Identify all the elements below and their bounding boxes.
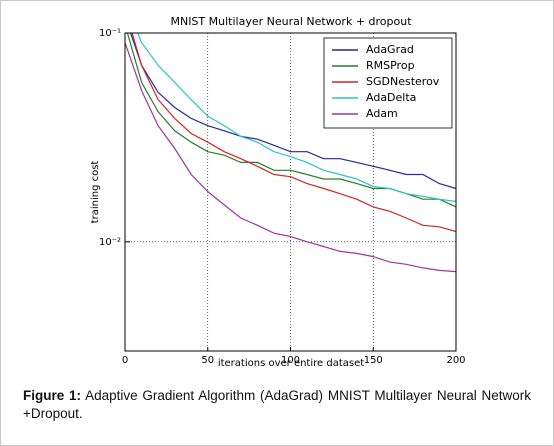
caption-text: Adaptive Gradient Algorithm (AdaGrad) MN… bbox=[23, 388, 531, 421]
y-tick-label: 10⁻¹ bbox=[99, 28, 121, 39]
legend-box bbox=[323, 37, 453, 129]
x-tick-label: 50 bbox=[201, 355, 214, 366]
x-tick-label: 100 bbox=[281, 355, 300, 366]
x-axis-label: iterations over entire dataset bbox=[218, 358, 364, 369]
series-line bbox=[136, 33, 456, 203]
y-axis-label: training cost bbox=[90, 161, 101, 224]
caption: Figure 1: Adaptive Gradient Algorithm (A… bbox=[23, 387, 531, 423]
y-tick-label: 10⁻² bbox=[99, 237, 121, 248]
legend-label: SGDNesterov bbox=[366, 75, 440, 88]
caption-label: Figure 1: bbox=[23, 388, 82, 403]
lines bbox=[125, 33, 456, 273]
legend-label: AdaGrad bbox=[366, 43, 414, 56]
chart: MNIST Multilayer Neural Network + dropou… bbox=[90, 15, 466, 369]
legend-label: AdaDelta bbox=[366, 91, 416, 104]
chart-title: MNIST Multilayer Neural Network + dropou… bbox=[170, 15, 412, 28]
plot-frame bbox=[124, 32, 457, 352]
series-line bbox=[131, 33, 456, 233]
x-tick-label: 200 bbox=[446, 355, 465, 366]
series-line bbox=[125, 42, 456, 273]
x-tick-label: 150 bbox=[364, 355, 383, 366]
legend-label: RMSProp bbox=[366, 59, 415, 72]
x-tick-label: 0 bbox=[122, 355, 128, 366]
legend-label: Adam bbox=[366, 107, 398, 120]
series-line bbox=[129, 33, 456, 190]
